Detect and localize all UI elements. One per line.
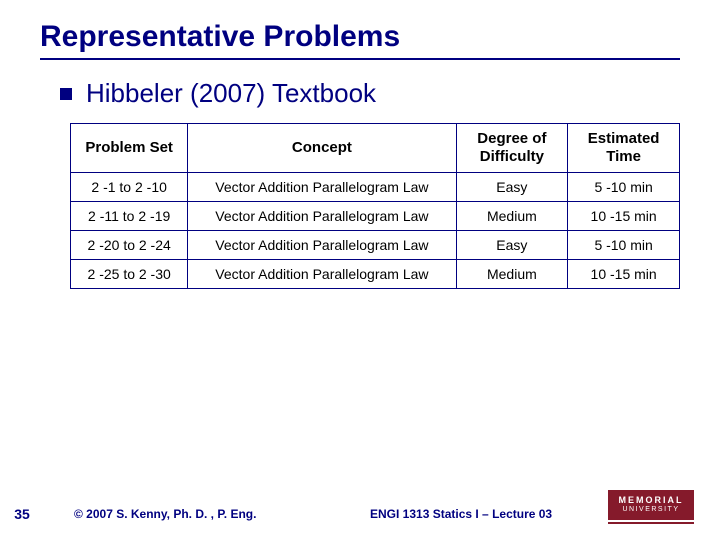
table-row: 2 -11 to 2 -19Vector Addition Parallelog…: [71, 202, 680, 231]
table-cell: Vector Addition Parallelogram Law: [188, 173, 456, 202]
table-cell: 2 -25 to 2 -30: [71, 260, 188, 289]
table-cell: 10 -15 min: [568, 260, 680, 289]
table-cell: Easy: [456, 231, 568, 260]
subtitle: Hibbeler (2007) Textbook: [86, 78, 376, 109]
table-cell: 5 -10 min: [568, 231, 680, 260]
table-row: 2 -25 to 2 -30Vector Addition Parallelog…: [71, 260, 680, 289]
bullet-item: Hibbeler (2007) Textbook: [40, 78, 680, 109]
page-number: 35: [0, 506, 44, 522]
table-cell: 2 -1 to 2 -10: [71, 173, 188, 202]
table-cell: 2 -20 to 2 -24: [71, 231, 188, 260]
col-concept: Concept: [188, 124, 456, 173]
problems-table: Problem Set Concept Degree ofDifficulty …: [70, 123, 680, 289]
table-cell: 5 -10 min: [568, 173, 680, 202]
course-label: ENGI 1313 Statics I – Lecture 03: [370, 507, 552, 521]
slide-title: Representative Problems: [40, 20, 680, 54]
col-problem-set: Problem Set: [71, 124, 188, 173]
table-row: 2 -20 to 2 -24Vector Addition Parallelog…: [71, 231, 680, 260]
table-cell: Medium: [456, 202, 568, 231]
logo-text-top: MEMORIAL: [619, 496, 684, 506]
university-logo: MEMORIAL UNIVERSITY: [608, 490, 694, 524]
col-difficulty: Degree ofDifficulty: [456, 124, 568, 173]
table-row: 2 -1 to 2 -10Vector Addition Parallelogr…: [71, 173, 680, 202]
footer: 35 © 2007 S. Kenny, Ph. D. , P. Eng. ENG…: [0, 506, 720, 522]
table-cell: Easy: [456, 173, 568, 202]
bullet-square-icon: [60, 88, 72, 100]
logo-text-bottom: UNIVERSITY: [622, 506, 679, 514]
table-cell: Vector Addition Parallelogram Law: [188, 202, 456, 231]
table-cell: Medium: [456, 260, 568, 289]
title-underline: [40, 58, 680, 60]
logo-underline: [608, 522, 694, 524]
copyright: © 2007 S. Kenny, Ph. D. , P. Eng.: [74, 507, 256, 521]
table-header-row: Problem Set Concept Degree ofDifficulty …: [71, 124, 680, 173]
table-cell: Vector Addition Parallelogram Law: [188, 231, 456, 260]
table-cell: Vector Addition Parallelogram Law: [188, 260, 456, 289]
col-time: EstimatedTime: [568, 124, 680, 173]
table-cell: 10 -15 min: [568, 202, 680, 231]
table-cell: 2 -11 to 2 -19: [71, 202, 188, 231]
